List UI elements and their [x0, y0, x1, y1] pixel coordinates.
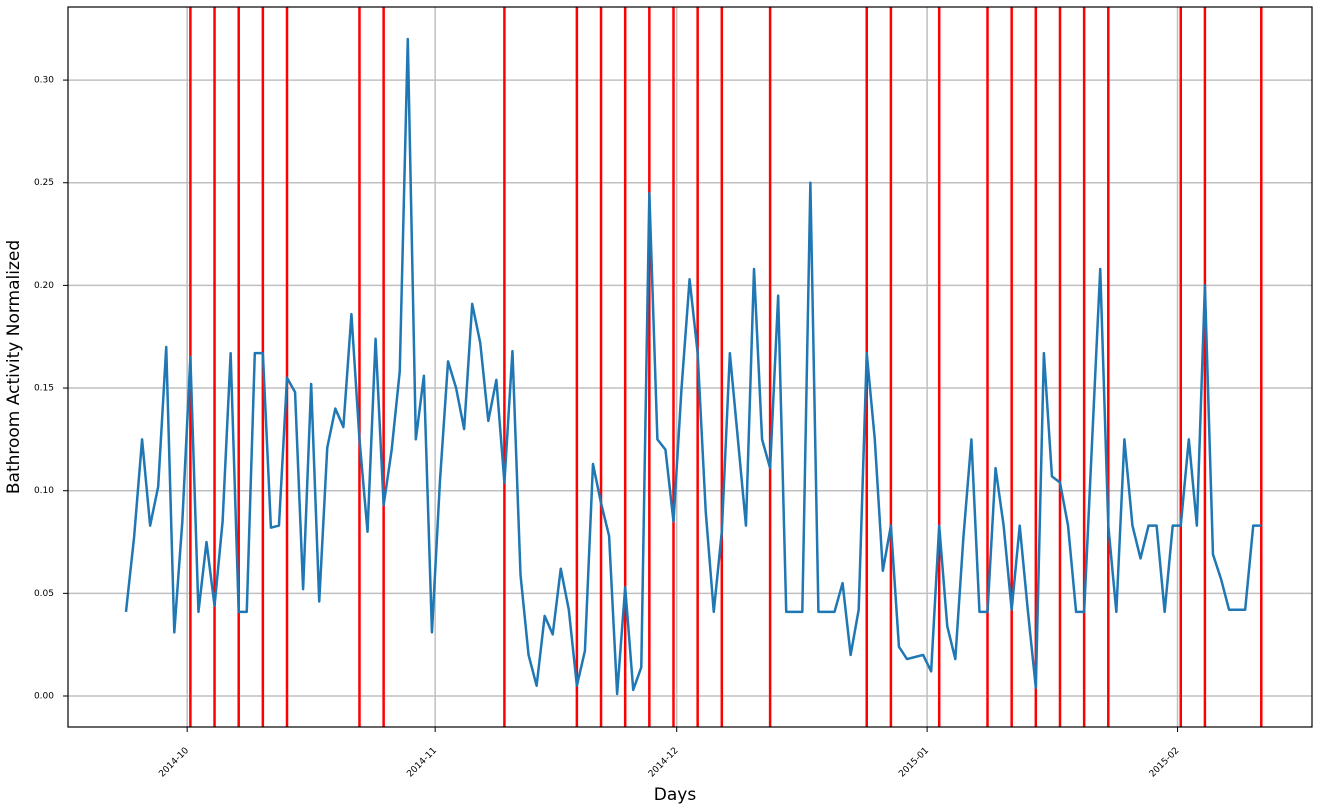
y-tick-label: 0.20 — [34, 281, 54, 291]
y-tick-label: 0.15 — [34, 384, 54, 394]
x-tick-label: 2014-10 — [157, 746, 191, 780]
plot-frame — [67, 6, 1313, 728]
x-tick-label: 2015-02 — [1148, 746, 1182, 780]
x-tick-label: 2014-12 — [647, 746, 681, 780]
y-tick-label: 0.10 — [34, 486, 54, 496]
x-tick-label: 2015-01 — [897, 746, 931, 780]
y-tick-label: 0.05 — [34, 589, 54, 599]
data-line — [124, 37, 1262, 696]
y-tick-label: 0.25 — [34, 178, 54, 188]
y-tick-label: 0.00 — [34, 691, 54, 701]
y-axis-label: Bathroom Activity Normalized — [4, 240, 24, 494]
y-tick-label: 0.30 — [34, 76, 54, 86]
x-tick-label: 2014-11 — [405, 746, 439, 780]
x-axis-label: Days — [654, 785, 697, 805]
